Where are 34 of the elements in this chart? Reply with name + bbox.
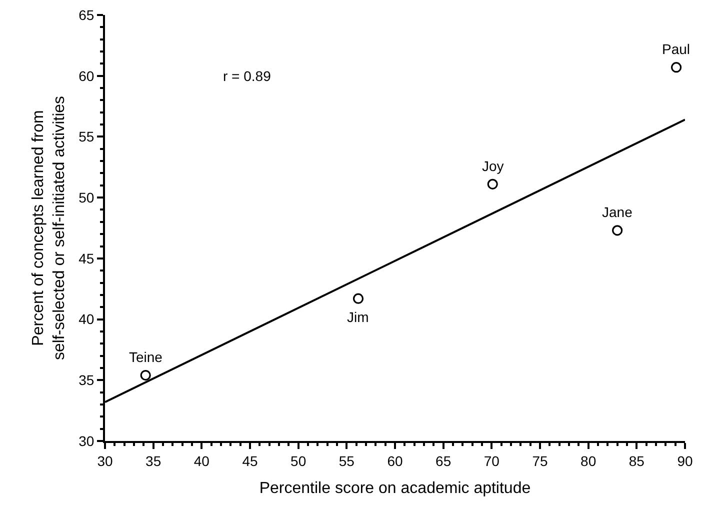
annotation: Jane xyxy=(602,204,633,220)
annotation: Paul xyxy=(662,41,690,57)
y-tick-label: 30 xyxy=(78,432,94,449)
y-tick-label: 40 xyxy=(78,311,94,328)
x-tick-label: 90 xyxy=(677,452,693,469)
x-tick-label: 80 xyxy=(580,452,596,469)
y-tick-label: 45 xyxy=(78,250,94,266)
y-tick-label: 35 xyxy=(78,372,94,388)
y-tick-label: 50 xyxy=(78,189,94,206)
point xyxy=(140,370,151,381)
y-tick-label: 55 xyxy=(78,128,94,145)
x-tick-label: 75 xyxy=(532,452,548,469)
y-tick-label: 65 xyxy=(78,6,94,23)
x-tick-label: 60 xyxy=(387,452,403,469)
y-axis-title: Percent of concepts learned from self-selected or self-initiated activities xyxy=(30,96,68,360)
x-tick-label: 40 xyxy=(194,452,210,469)
x-tick-label: 50 xyxy=(290,452,306,469)
x-axis-title: Percentile score on academic aptitude xyxy=(259,480,531,497)
point xyxy=(671,62,682,73)
y-tick-label: 60 xyxy=(78,68,94,84)
x-tick-label: 70 xyxy=(484,452,500,469)
annotation: Joy xyxy=(482,158,504,174)
x-tick-label: 85 xyxy=(628,452,645,469)
x-tick-label: 45 xyxy=(242,452,258,469)
x-tick-label: 55 xyxy=(338,452,355,469)
x-tick-label: 65 xyxy=(436,452,452,469)
point xyxy=(352,293,364,304)
x-tick-label: 35 xyxy=(146,452,162,469)
annotation: Teine xyxy=(129,349,163,365)
annotation: Jim xyxy=(347,309,369,325)
point xyxy=(612,225,623,236)
x-tick-label: 30 xyxy=(97,452,113,469)
point xyxy=(487,178,498,190)
annotation: r = 0.89 xyxy=(223,68,272,84)
